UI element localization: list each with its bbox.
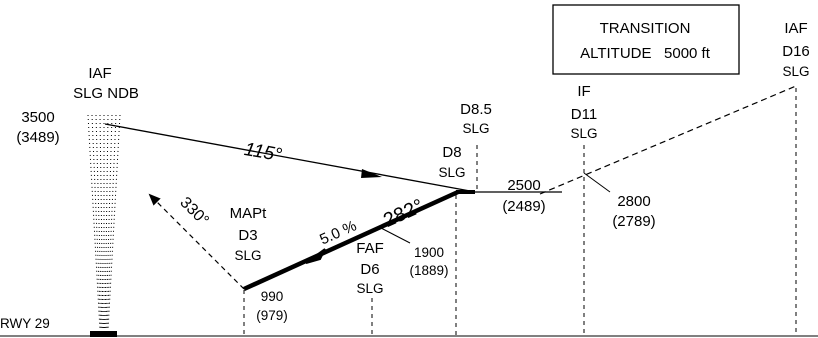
if-dme: D11 xyxy=(571,106,597,123)
iaf-ndb-alt: 3500 xyxy=(21,109,54,126)
inbound-track xyxy=(104,123,471,192)
iaf-d16-role: IAF xyxy=(784,20,807,37)
alt-2500: 2500 xyxy=(507,177,540,194)
if-station: SLG xyxy=(570,126,597,141)
alt-2500-sub: (2489) xyxy=(502,198,545,215)
missed-approach-track xyxy=(148,193,245,290)
iaf-d16-station: SLG xyxy=(782,64,809,79)
transition-altitude-line2: ALTITUDE 5000 ft xyxy=(580,45,711,62)
course-final-label: 282° xyxy=(380,195,427,232)
alt-1900-sub: (1889) xyxy=(409,263,448,278)
transition-altitude-box xyxy=(552,4,740,75)
ndb-cone xyxy=(87,114,121,331)
if-role: IF xyxy=(577,83,590,100)
leader-2800 xyxy=(583,172,611,193)
gradient-label: 5.0 % xyxy=(317,217,359,248)
alt-2800-sub: (2789) xyxy=(612,213,655,230)
alt-990: 990 xyxy=(261,289,284,304)
d16-dashed-track xyxy=(539,85,797,195)
faf-dme: D6 xyxy=(360,261,379,278)
d8-5-dme: D8.5 xyxy=(460,101,492,118)
mapt-dme: D3 xyxy=(238,227,257,244)
iaf-d16-dme: D16 xyxy=(782,43,810,60)
d8-dme: D8 xyxy=(442,144,461,161)
mapt-station: SLG xyxy=(234,248,261,263)
course-inbound-label: 115° xyxy=(242,139,283,166)
alt-1900: 1900 xyxy=(414,245,444,260)
d8-5-station: SLG xyxy=(462,121,489,136)
d8-station: SLG xyxy=(438,165,465,180)
final-descent-line xyxy=(243,189,459,292)
faf-role: FAF xyxy=(356,240,384,257)
iaf-ndb-alt-sub: (3489) xyxy=(16,129,59,146)
alt-990-sub: (979) xyxy=(256,308,288,323)
iaf-ndb-role: IAF xyxy=(88,65,111,82)
faf-station: SLG xyxy=(356,281,383,296)
course-missed-label: 330° xyxy=(176,194,211,229)
transition-altitude-line1: TRANSITION xyxy=(600,20,691,37)
alt-2800: 2800 xyxy=(617,193,650,210)
runway-label: RWY 29 xyxy=(0,316,50,331)
leader-1900 xyxy=(380,227,411,244)
iaf-ndb-name: SLG NDB xyxy=(73,85,139,102)
inbound-arrow xyxy=(361,169,382,178)
final-arrow xyxy=(305,248,326,264)
runway-threshold xyxy=(90,331,117,337)
mapt-role: MAPt xyxy=(230,205,268,222)
